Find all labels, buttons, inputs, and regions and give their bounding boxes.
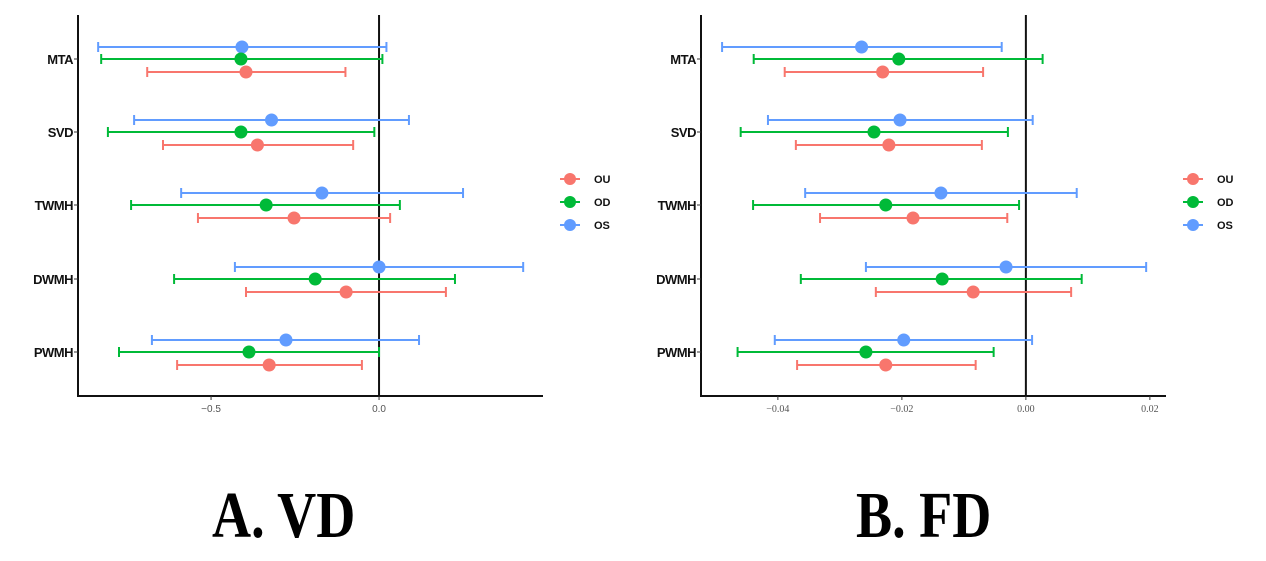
point-estimate-ou bbox=[250, 138, 264, 152]
point-estimate-od bbox=[308, 272, 322, 286]
point-estimate-ou bbox=[262, 358, 276, 372]
y-category-label-a: MTA bbox=[47, 52, 74, 67]
point-estimate-os bbox=[893, 113, 907, 127]
point-estimate-od bbox=[892, 52, 906, 66]
panel-title-b: B. FD bbox=[856, 479, 992, 552]
point-estimate-os bbox=[235, 40, 249, 54]
x-tick-label-b: 0.02 bbox=[1141, 404, 1159, 415]
legend-key-point-ou bbox=[1187, 173, 1199, 185]
point-estimate-ou bbox=[879, 358, 893, 372]
point-estimate-ou bbox=[239, 65, 253, 79]
legend-label-os: OS bbox=[1217, 220, 1233, 232]
point-estimate-od bbox=[234, 125, 248, 139]
point-estimate-od bbox=[242, 345, 256, 359]
point-estimate-od bbox=[234, 52, 248, 66]
point-estimate-od bbox=[859, 345, 873, 359]
point-estimate-ou bbox=[906, 211, 920, 225]
point-estimate-os bbox=[265, 113, 279, 127]
y-category-label-a: TWMH bbox=[35, 198, 74, 213]
y-category-label-b: MTA bbox=[670, 52, 697, 67]
x-tick-label-b: −0.02 bbox=[890, 404, 913, 415]
point-estimate-ou bbox=[287, 211, 301, 225]
legend-key-point-ou bbox=[564, 173, 576, 185]
legend-label-od: OD bbox=[594, 197, 611, 209]
legend-label-od: OD bbox=[1217, 197, 1234, 209]
legend-label-ou: OU bbox=[594, 174, 611, 186]
y-category-label-a: DWMH bbox=[33, 272, 73, 287]
point-estimate-os bbox=[315, 186, 329, 200]
legend-key-point-os bbox=[564, 219, 576, 231]
point-estimate-os bbox=[855, 40, 869, 54]
legend-key-point-od bbox=[564, 196, 576, 208]
x-tick-label-b: 0.00 bbox=[1017, 404, 1035, 415]
panel-title-a: A. VD bbox=[212, 479, 356, 552]
point-estimate-ou bbox=[876, 65, 890, 79]
y-category-label-b: SVD bbox=[671, 125, 696, 140]
legend-key-point-od bbox=[1187, 196, 1199, 208]
point-estimate-os bbox=[372, 260, 386, 274]
y-category-label-a: PWMH bbox=[34, 345, 73, 360]
legend-label-os: OS bbox=[594, 220, 610, 232]
point-estimate-os bbox=[999, 260, 1013, 274]
y-category-label-a: SVD bbox=[48, 125, 73, 140]
point-estimate-od bbox=[259, 198, 273, 212]
x-tick-label-a: −0.5 bbox=[201, 404, 221, 415]
point-estimate-od bbox=[935, 272, 949, 286]
point-estimate-os bbox=[279, 333, 293, 347]
point-estimate-ou bbox=[339, 285, 353, 299]
point-estimate-od bbox=[879, 198, 893, 212]
point-estimate-os bbox=[897, 333, 911, 347]
y-category-label-b: PWMH bbox=[657, 345, 696, 360]
x-tick-label-b: −0.04 bbox=[766, 404, 789, 415]
point-estimate-ou bbox=[882, 138, 896, 152]
point-estimate-od bbox=[867, 125, 881, 139]
legend-label-ou: OU bbox=[1217, 174, 1234, 186]
point-estimate-ou bbox=[966, 285, 980, 299]
x-tick-label-a: 0.0 bbox=[372, 404, 386, 415]
y-category-label-b: DWMH bbox=[656, 272, 696, 287]
legend-key-point-os bbox=[1187, 219, 1199, 231]
y-category-label-b: TWMH bbox=[658, 198, 697, 213]
point-estimate-os bbox=[934, 186, 948, 200]
